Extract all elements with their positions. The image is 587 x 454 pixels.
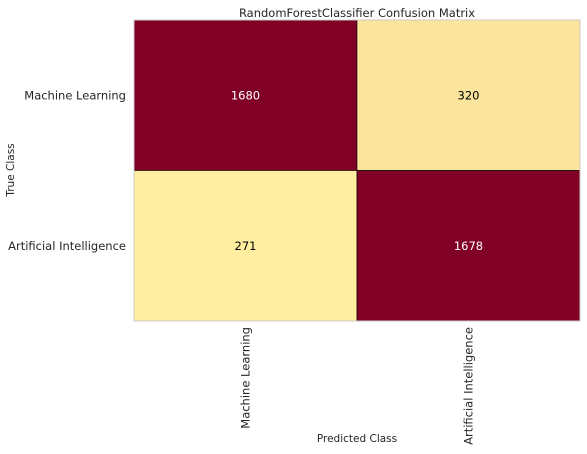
heatmap-cell [133,170,358,322]
heatmap-cell [356,170,581,322]
y-tick-label: Artificial Intelligence [8,239,126,253]
heatmap-cells [133,19,581,322]
cell-value-label: 271 [235,239,257,253]
plot-frame [133,19,581,322]
x-tick-label: Machine Learning [239,327,253,429]
heatmap-cell [356,19,581,171]
x-axis-label: Predicted Class [317,433,397,445]
cell-value-label: 1680 [231,88,260,102]
heatmap-cell [133,19,358,171]
chart-title: RandomForestClassifier Confusion Matrix [239,6,475,20]
x-tick-labels: Machine Learning Artificial Intelligence [239,327,476,445]
cell-value-label: 1678 [454,239,483,253]
y-axis-label: True Class [5,143,17,197]
y-tick-label: Machine Learning [24,88,126,102]
heatmap-cell-labels: 1680 320 271 1678 [231,88,483,253]
x-tick-label: Artificial Intelligence [462,327,476,445]
y-tick-labels: Machine Learning Artificial Intelligence [8,88,126,253]
cell-value-label: 320 [458,88,480,102]
